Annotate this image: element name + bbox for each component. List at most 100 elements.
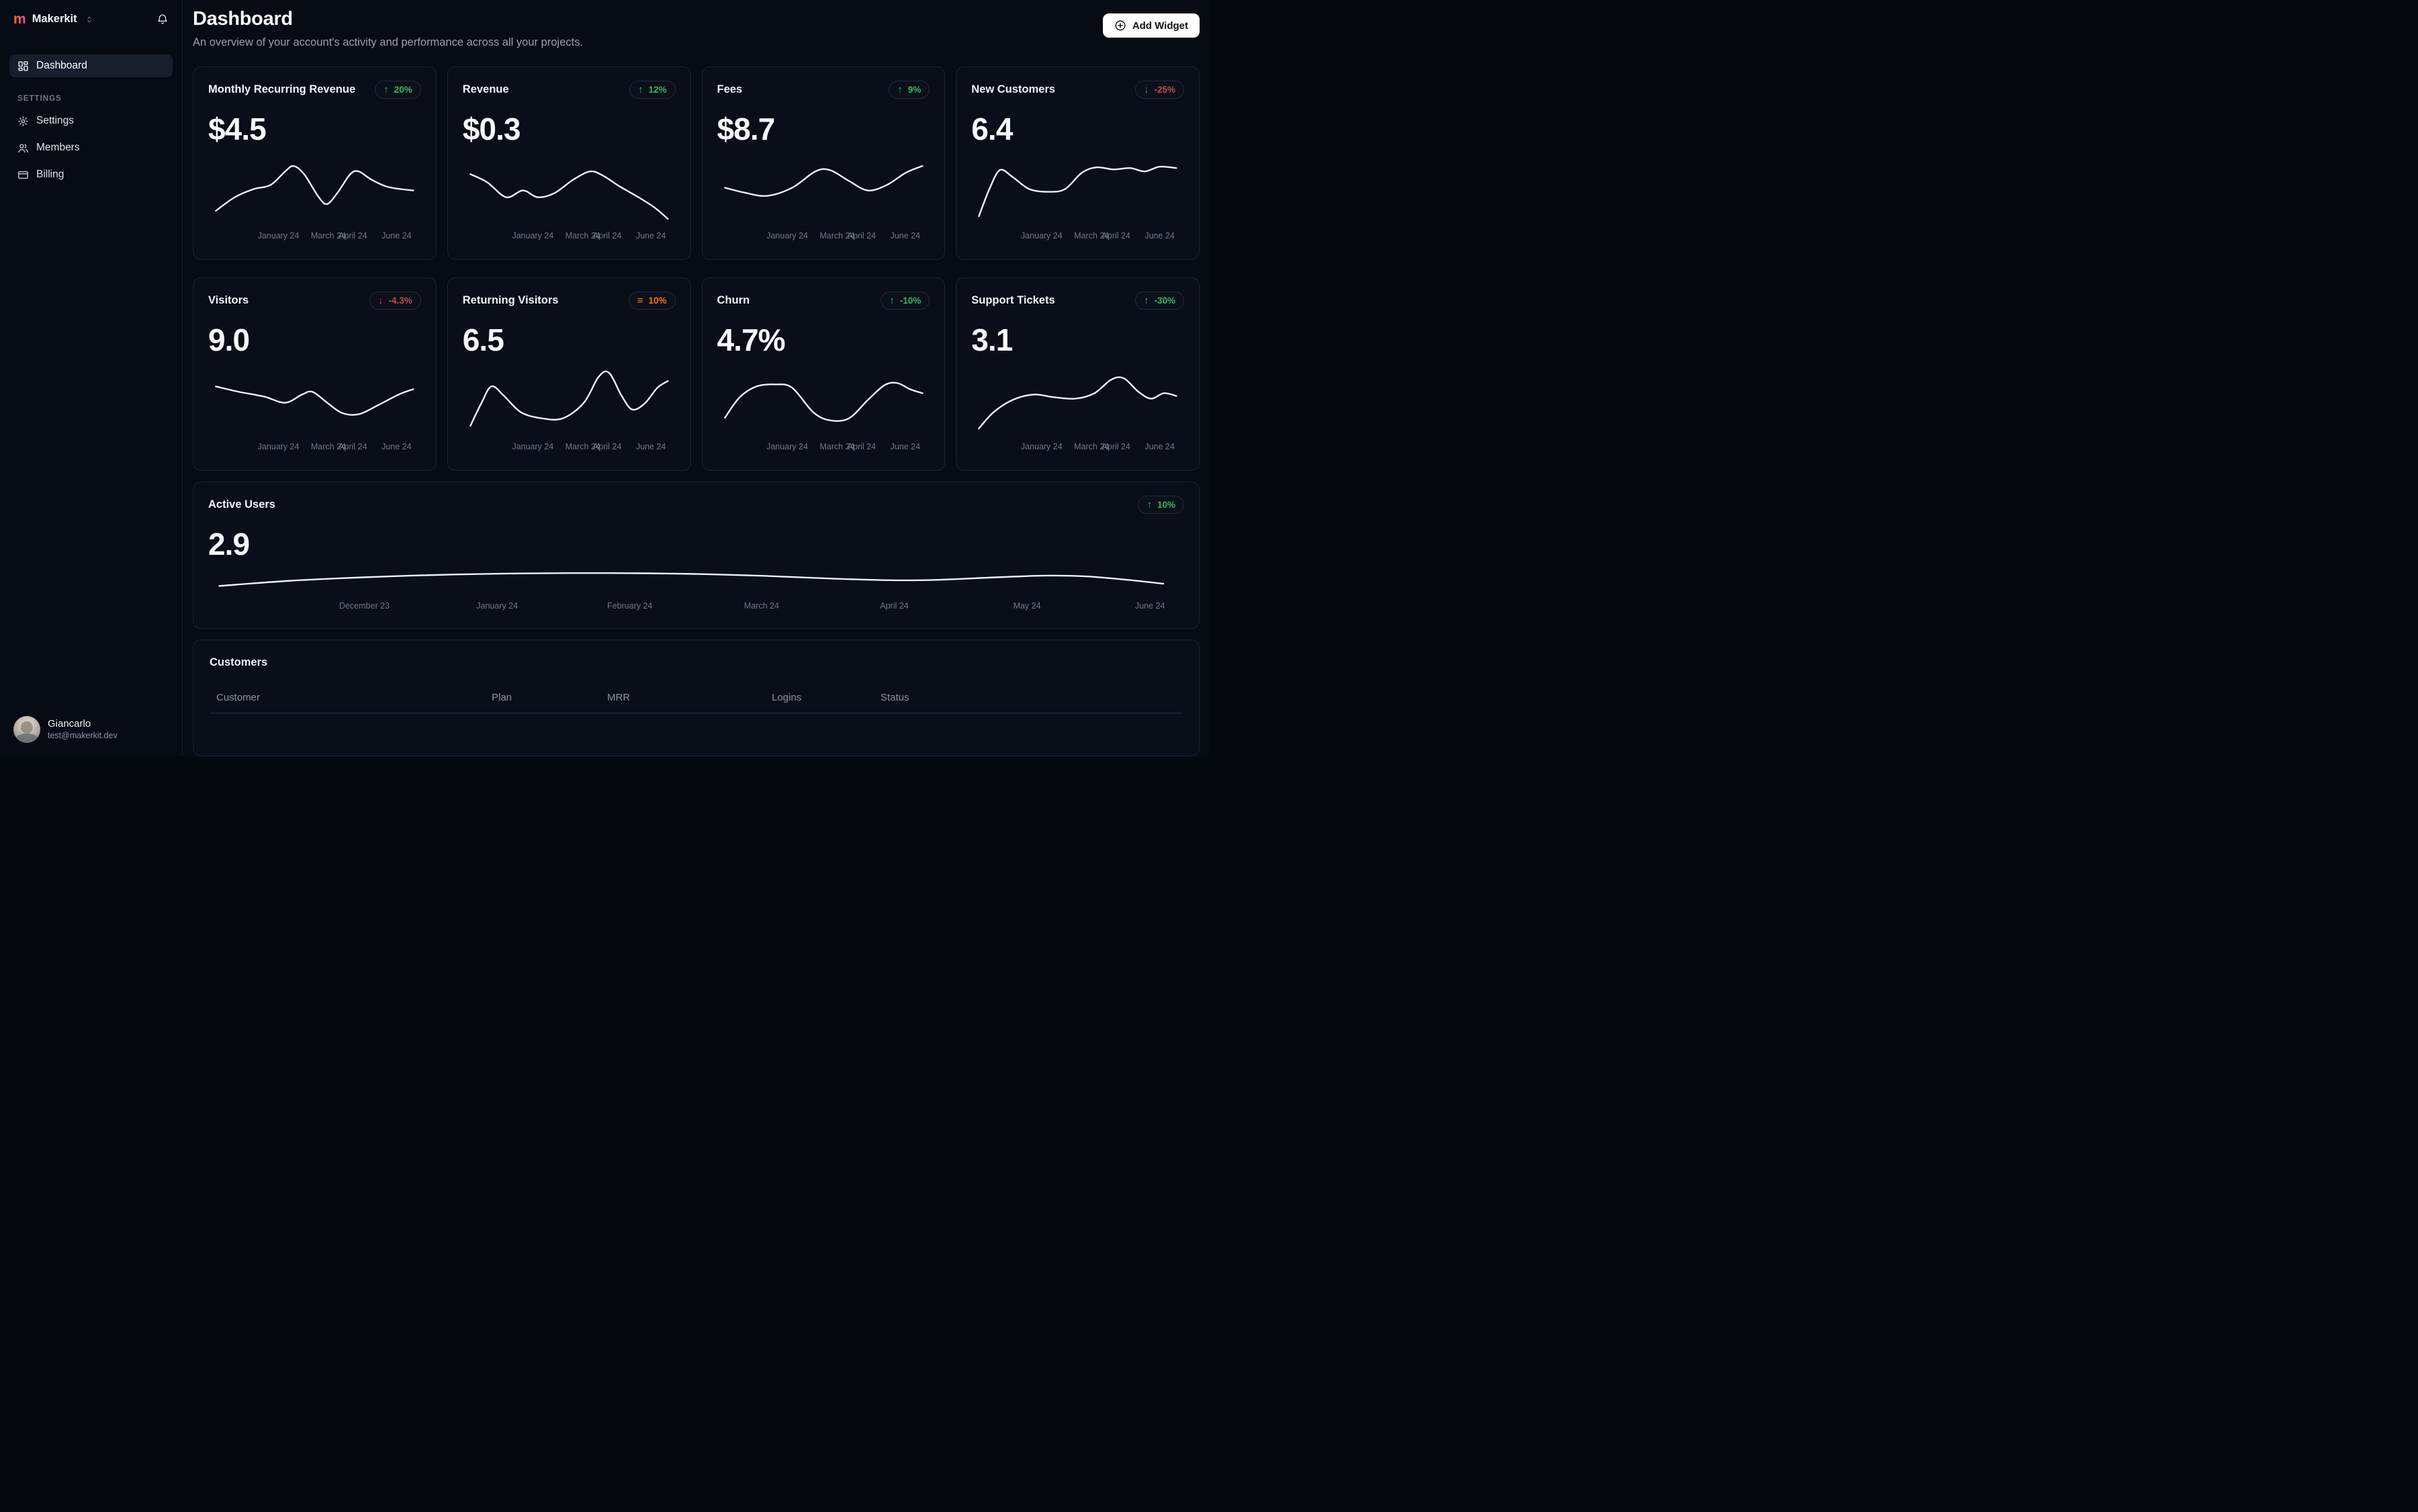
x-axis-label: March 24: [1074, 442, 1110, 451]
stat-card-visitors: Visitors ↓ -4.3% 9.0 January 24 March 24 Apr…: [193, 277, 437, 471]
active-users-card: Active Users ↑ 10% 2.9 December 23 January…: [193, 482, 1200, 629]
arrow-up-icon: ↑: [384, 84, 389, 95]
customers-title: Customers: [210, 656, 268, 669]
card-value: $8.7: [717, 112, 776, 146]
sparkline-chart: [210, 568, 1183, 590]
x-axis-label: January 24: [476, 601, 519, 611]
credit-card-icon: [18, 171, 28, 179]
app-root: m Makerkit Dashboard SETTINGS Settings: [0, 0, 1209, 756]
sidebar-item-label: Dashboard: [36, 60, 87, 71]
workspace-name: Makerkit: [32, 13, 77, 25]
badge-text: 10%: [648, 296, 667, 306]
sidebar-item-settings[interactable]: Settings: [9, 109, 173, 132]
card-value: 6.5: [462, 322, 504, 357]
makerkit-logo-icon: m: [13, 11, 26, 27]
sidebar: m Makerkit Dashboard SETTINGS Settings: [0, 0, 183, 756]
card-value: 3.1: [971, 322, 1013, 357]
x-axis-label: January 24: [1020, 231, 1063, 240]
sidebar-item-billing[interactable]: Billing: [9, 163, 173, 186]
user-profile-button[interactable]: Giancarlo test@makerkit.dev: [9, 716, 173, 743]
x-axis-label: June 24: [890, 442, 921, 451]
badge-text: -4.3%: [388, 296, 412, 306]
notifications-bell-icon[interactable]: [156, 13, 169, 26]
arrow-up-icon: ↑: [1147, 499, 1152, 510]
badge-text: 9%: [907, 85, 922, 95]
x-axis-labels: January 24 March 24 April 24 June 24: [717, 442, 930, 453]
sparkline-chart: [973, 155, 1183, 223]
x-axis-label: March 24: [1074, 231, 1110, 240]
arrow-up-icon: ↑: [897, 84, 903, 95]
sparkline-chart: [210, 366, 420, 434]
card-chart: January 24 March 24 April 24 June 24: [208, 361, 421, 458]
avatar: [13, 716, 40, 743]
card-chart: January 24 March 24 April 24 June 24: [463, 150, 676, 247]
x-axis-labels: January 24 March 24 April 24 June 24: [971, 442, 1184, 453]
stat-card-returning-visitors: Returning Visitors ≡ 10% 6.5 January 24 Mar…: [447, 277, 691, 471]
x-axis-label: March 24: [565, 231, 600, 240]
card-chart: December 23 January 24 February 24 March 24…: [208, 562, 1184, 617]
arrow-up-icon: ↑: [637, 84, 643, 95]
trend-badge: ↑ 10%: [1138, 496, 1184, 514]
card-title: Active Users: [208, 498, 275, 510]
sidebar-item-members[interactable]: Members: [9, 136, 173, 159]
sparkline-chart: [719, 366, 929, 434]
page-title: Dashboard: [193, 8, 293, 30]
trend-badge: ≡ 10%: [628, 292, 676, 310]
card-value: 6.4: [971, 112, 1013, 146]
x-axis-label: April 24: [339, 442, 367, 451]
badge-text: 10%: [1157, 500, 1175, 510]
x-axis-label: February 24: [607, 601, 653, 611]
sidebar-item-label: Billing: [36, 169, 64, 180]
x-axis-label: March 24: [819, 231, 855, 240]
x-axis-label: January 24: [766, 231, 808, 240]
x-axis-label: June 24: [382, 442, 412, 451]
arrow-up-icon: ↑: [1143, 295, 1149, 306]
x-axis-label: April 24: [592, 231, 622, 240]
profile-name: Giancarlo: [48, 717, 91, 729]
add-widget-label: Add Widget: [1132, 19, 1188, 32]
stat-cards-row-1: Monthly Recurring Revenue ↑ 20% $4.5 Janua…: [193, 66, 1200, 260]
trend-badge: ↑ 20%: [375, 81, 421, 99]
x-axis-label: March 24: [310, 231, 347, 240]
column-header-logins: Logins: [772, 692, 802, 704]
x-axis-labels: January 24 March 24 April 24 June 24: [463, 231, 676, 242]
x-axis-label: April 24: [339, 231, 367, 240]
card-value: $0.3: [462, 112, 521, 146]
card-value: 4.7%: [717, 322, 786, 357]
x-axis-label: June 24: [890, 231, 921, 240]
card-chart: January 24 March 24 April 24 June 24: [717, 361, 930, 458]
chevrons-up-down-icon[interactable]: [85, 15, 94, 24]
workspace-selector[interactable]: m Makerkit: [9, 12, 173, 26]
x-axis-labels: January 24 March 24 April 24 June 24: [971, 231, 1184, 242]
sparkline-chart: [464, 366, 674, 434]
stat-card-mrr: Monthly Recurring Revenue ↑ 20% $4.5 Janua…: [193, 66, 437, 260]
card-chart: January 24 March 24 April 24 June 24: [971, 150, 1184, 247]
badge-text: -25%: [1154, 85, 1175, 95]
x-axis-label: May 24: [1013, 601, 1041, 611]
sidebar-item-label: Members: [36, 142, 80, 153]
table-header-row: Customer Plan MRR Logins Status: [210, 692, 1183, 714]
x-axis-label: June 24: [1145, 231, 1175, 240]
card-title: Returning Visitors: [462, 294, 559, 306]
x-axis-label: April 24: [592, 442, 622, 451]
trend-badge: ↓ -25%: [1134, 81, 1184, 99]
x-axis-labels: December 23 January 24 February 24 March 24…: [208, 601, 1184, 612]
trend-badge: ↓ -4.3%: [369, 292, 421, 310]
x-axis-label: April 24: [847, 442, 877, 451]
x-axis-label: January 24: [512, 442, 554, 451]
column-header-plan: Plan: [492, 692, 512, 704]
x-axis-label: April 24: [1102, 442, 1130, 451]
add-widget-button[interactable]: Add Widget: [1102, 13, 1200, 38]
stat-card-support-tickets: Support Tickets ↑ -30% 3.1 January 24 March…: [956, 277, 1200, 471]
x-axis-label: June 24: [635, 231, 666, 240]
badge-text: -10%: [899, 296, 922, 306]
sparkline-chart: [464, 155, 674, 223]
menu-lines-icon: ≡: [637, 295, 643, 306]
sidebar-item-dashboard[interactable]: Dashboard: [9, 54, 173, 77]
card-title: Monthly Recurring Revenue: [208, 83, 356, 95]
card-title: Support Tickets: [971, 294, 1055, 306]
dashboard-grid-icon: [18, 60, 28, 71]
x-axis-label: June 24: [382, 231, 412, 240]
card-chart: January 24 March 24 April 24 June 24: [971, 361, 1184, 458]
gear-icon: [18, 116, 28, 126]
